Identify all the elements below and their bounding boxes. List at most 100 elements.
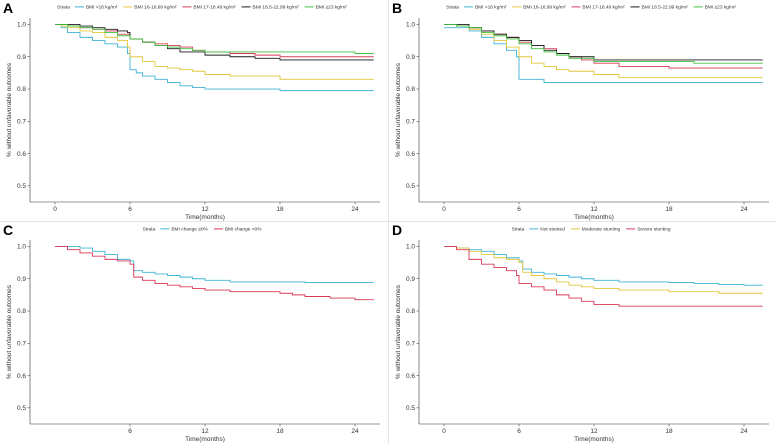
x-axis-title: Time(months)	[574, 436, 614, 443]
y-tick-label: 0.9	[17, 276, 26, 283]
legend-label: BMI <16 kg/m²	[86, 5, 118, 11]
y-axis-title: % without unfavorable outcomes	[6, 284, 13, 379]
y-tick-label: 1.0	[406, 244, 415, 251]
legend-label: BMI 18.5-22.99 kg/m²	[642, 5, 689, 11]
series-line-5	[55, 24, 374, 54]
series-line-2	[55, 24, 374, 80]
x-tick-label: 6	[128, 428, 132, 435]
legend-title: Strata	[511, 227, 524, 233]
x-tick-label: 12	[201, 206, 209, 213]
legend-label: BMI 16-16.99 kg/m²	[523, 5, 566, 11]
y-tick-label: 0.8	[406, 86, 415, 93]
x-axis-title: Time(months)	[185, 214, 225, 221]
y-tick-label: 0.9	[17, 54, 26, 61]
y-tick-label: 0.5	[406, 405, 415, 412]
km-chart-d: D 0.5 0.6 0.7 0.8 0.9 1.0 0 6 12 18 24 Time(months)%…	[392, 222, 769, 443]
legend: Strata BMI change ≥0% BMI change <0%	[143, 227, 263, 233]
legend-label: BMI 17-18.49 kg/m²	[582, 5, 625, 11]
y-axis-title: % without unfavorable outcomes	[395, 62, 402, 157]
x-tick-label: 18	[276, 206, 284, 213]
legend-title: Strata	[143, 227, 156, 233]
y-tick-label: 0.7	[17, 118, 26, 125]
x-axis-title: Time(months)	[185, 436, 225, 443]
x-tick-label: 24	[351, 206, 359, 213]
x-tick-label: 18	[665, 206, 673, 213]
series-line-2	[55, 246, 374, 301]
x-axis-title: Time(months)	[574, 214, 614, 221]
y-tick-label: 0.9	[406, 54, 415, 61]
y-tick-label: 0.6	[406, 373, 415, 380]
y-tick-label: 0.5	[17, 405, 26, 412]
legend-label: BMI 16-16.99 kg/m²	[134, 5, 177, 11]
x-tick-label: 12	[590, 206, 598, 213]
x-tick-label: 18	[276, 428, 284, 435]
legend-label: BMI change <0%	[225, 227, 262, 233]
y-tick-label: 0.7	[406, 340, 415, 347]
y-tick-label: 0.6	[17, 151, 26, 158]
y-tick-label: 0.8	[17, 86, 26, 93]
y-tick-label: 0.9	[406, 276, 415, 283]
series-line-5	[444, 24, 763, 64]
panel-A: A 0.5 0.6 0.7 0.8 0.9 1.0 0 6 12 18 24 Time(months)%…	[0, 0, 388, 222]
legend-label: BMI change ≥0%	[171, 227, 208, 233]
x-tick-label: 12	[590, 428, 598, 435]
y-tick-label: 0.8	[406, 308, 415, 315]
series-line-4	[55, 24, 374, 61]
horizontal-divider	[0, 221, 777, 222]
y-tick-label: 0.6	[17, 373, 26, 380]
x-tick-label: 0	[53, 206, 57, 213]
series-line-2	[444, 246, 763, 294]
panel-B: B 0.5 0.6 0.7 0.8 0.9 1.0 0 6 12 18 24 Time(months)%…	[389, 0, 777, 222]
x-tick-label: 6	[517, 206, 521, 213]
x-tick-label: 6	[517, 428, 521, 435]
panel-letter: A	[3, 0, 13, 16]
x-tick-label: 24	[740, 206, 748, 213]
legend-title: Strata	[446, 5, 459, 11]
x-tick-label: 6	[128, 206, 132, 213]
x-tick-label: 0	[442, 206, 446, 213]
x-tick-label: 24	[351, 428, 359, 435]
panel-C: C 0.5 0.6 0.7 0.8 0.9 1.0 6 12 18 24 Time(months) % …	[0, 222, 388, 444]
series-line-1	[55, 246, 374, 284]
y-tick-label: 0.5	[17, 183, 26, 190]
km-chart-a: A 0.5 0.6 0.7 0.8 0.9 1.0 0 6 12 18 24 Time(months)%…	[3, 0, 380, 221]
x-tick-label: 12	[201, 428, 209, 435]
legend-label: BMI 18.5-22.99 kg/m²	[253, 5, 300, 11]
vertical-divider	[388, 0, 389, 444]
y-tick-label: 1.0	[17, 244, 26, 251]
panel-letter: C	[3, 222, 13, 238]
series-line-1	[55, 24, 374, 92]
x-tick-label: 0	[442, 428, 446, 435]
legend-label: Severe stunting	[637, 227, 671, 233]
legend-label: BMI ≥23 kg/m²	[316, 5, 348, 11]
y-tick-label: 0.7	[17, 340, 26, 347]
y-axis-title: % without unfavorable outcomes	[6, 62, 13, 157]
series-line-2	[444, 24, 763, 79]
panel-D: D 0.5 0.6 0.7 0.8 0.9 1.0 0 6 12 18 24 Time(months)%…	[389, 222, 777, 444]
y-tick-label: 1.0	[406, 22, 415, 29]
panel-letter: B	[392, 0, 402, 16]
series-line-4	[444, 24, 763, 61]
y-tick-label: 0.8	[17, 308, 26, 315]
x-tick-label: 24	[740, 428, 748, 435]
y-tick-label: 1.0	[17, 22, 26, 29]
x-tick-label: 18	[665, 428, 673, 435]
legend-label: BMI <16 kg/m²	[475, 5, 507, 11]
legend-label: BMI ≥23 kg/m²	[705, 5, 737, 11]
y-tick-label: 0.7	[406, 118, 415, 125]
legend: Strata Not stunted Moderate stunting Severe…	[511, 227, 670, 233]
series-line-3	[444, 246, 763, 307]
y-tick-label: 0.6	[406, 151, 415, 158]
legend: Strata BMI <16 kg/m² BMI 16-16.99 kg/m² BMI…	[446, 5, 736, 11]
legend-label: BMI 17-18.49 kg/m²	[193, 5, 236, 11]
km-chart-c: C 0.5 0.6 0.7 0.8 0.9 1.0 6 12 18 24 Time(months) % …	[3, 222, 380, 443]
y-axis-title: % without unfavorable outcomes	[395, 284, 402, 379]
series-line-1	[444, 27, 763, 84]
legend-label: Moderate stunting	[582, 227, 621, 233]
km-chart-b: B 0.5 0.6 0.7 0.8 0.9 1.0 0 6 12 18 24 Time(months)%…	[392, 0, 769, 221]
legend-label: Not stunted	[540, 227, 565, 233]
legend-title: Strata	[57, 5, 70, 11]
panel-letter: D	[392, 222, 402, 238]
y-tick-label: 0.5	[406, 183, 415, 190]
series-line-1	[444, 246, 763, 286]
